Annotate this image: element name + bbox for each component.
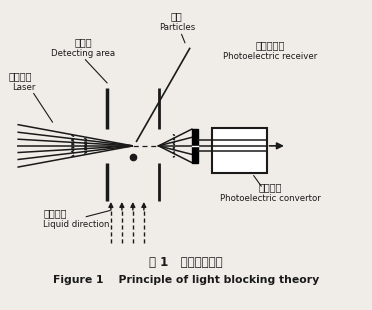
Text: 液流方向: 液流方向 — [43, 208, 67, 218]
Text: 激光光源: 激光光源 — [8, 71, 32, 81]
Text: Figure 1    Principle of light blocking theory: Figure 1 Principle of light blocking the… — [53, 275, 319, 285]
Text: Detecting area: Detecting area — [51, 49, 115, 58]
Text: 检测区: 检测区 — [74, 38, 92, 47]
Text: Liquid direction: Liquid direction — [43, 219, 110, 228]
Text: Photoelectric convertor: Photoelectric convertor — [220, 194, 321, 203]
Bar — [212, 128, 267, 173]
Text: Particles: Particles — [159, 23, 195, 32]
Text: 颗粒: 颗粒 — [171, 11, 183, 21]
Text: 图 1   光阻法原理图: 图 1 光阻法原理图 — [149, 256, 223, 269]
Text: Laser: Laser — [12, 82, 35, 91]
Text: Photoelectric receiver: Photoelectric receiver — [223, 52, 317, 61]
Text: 光电接收器: 光电接收器 — [256, 40, 285, 51]
Text: 光电转换: 光电转换 — [259, 182, 282, 192]
Bar — [192, 129, 198, 163]
